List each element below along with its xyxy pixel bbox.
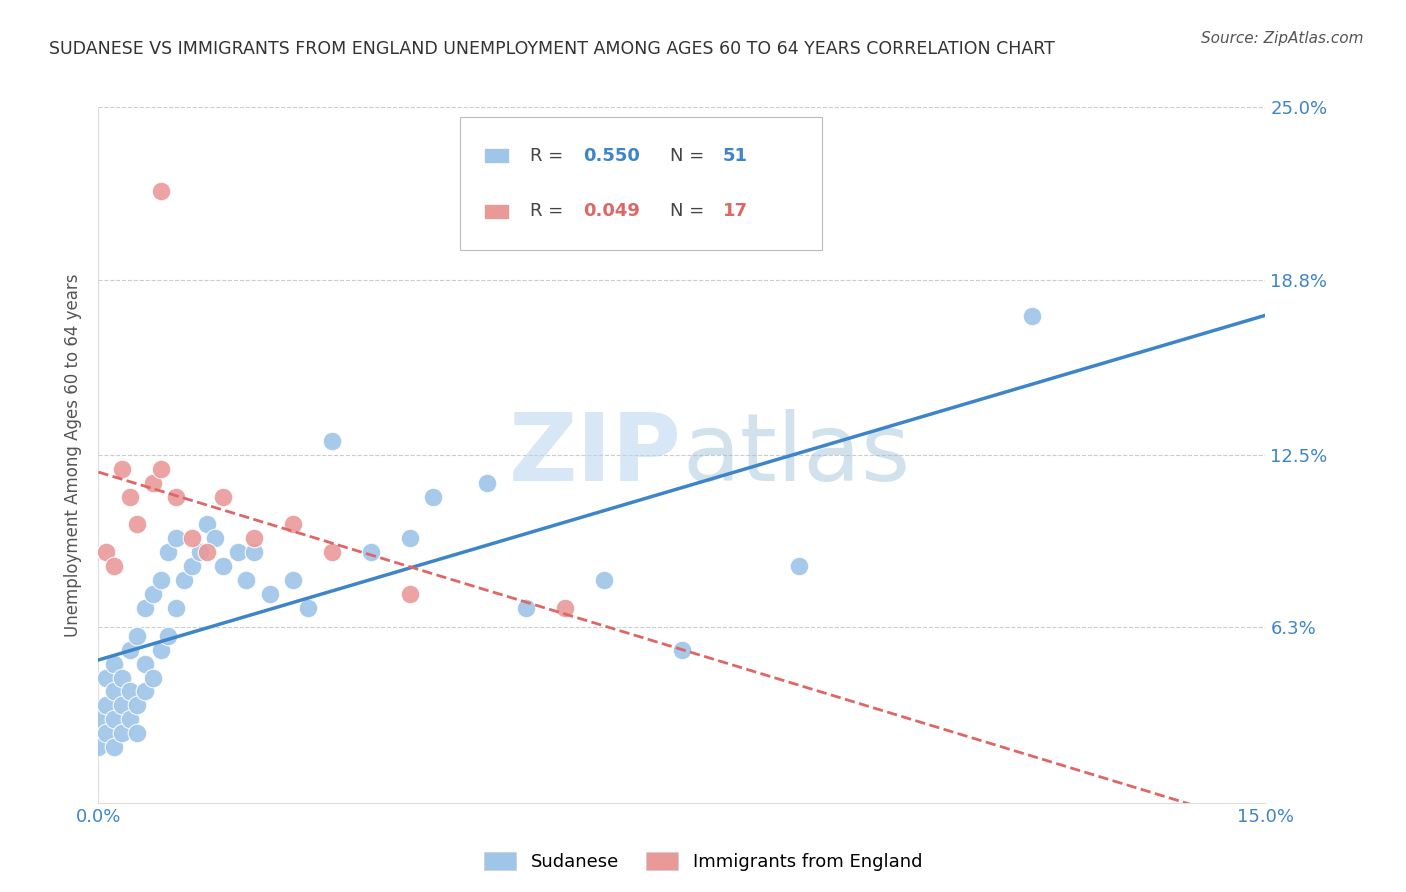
Point <box>212 559 235 574</box>
Point <box>142 587 165 601</box>
Point <box>118 684 141 698</box>
Point <box>173 573 195 587</box>
Point <box>259 587 281 601</box>
Point <box>398 532 420 546</box>
Point <box>787 559 810 574</box>
Text: 51: 51 <box>723 147 748 165</box>
Point <box>195 545 218 559</box>
Point <box>111 671 134 685</box>
Text: Source: ZipAtlas.com: Source: ZipAtlas.com <box>1201 31 1364 46</box>
Text: R =: R = <box>530 202 569 220</box>
Text: R =: R = <box>530 147 569 165</box>
Point <box>87 740 110 755</box>
Point <box>149 642 172 657</box>
Point <box>593 573 616 587</box>
Point <box>180 532 202 546</box>
Point <box>142 671 165 685</box>
Point <box>180 559 202 574</box>
Point <box>243 532 266 546</box>
Text: 0.049: 0.049 <box>582 202 640 220</box>
Point <box>515 601 537 615</box>
Text: ZIP: ZIP <box>509 409 682 501</box>
Point <box>243 545 266 559</box>
Point <box>103 657 125 671</box>
Point <box>118 490 141 504</box>
Point <box>165 532 187 546</box>
Point <box>228 545 250 559</box>
Point <box>554 601 576 615</box>
Point <box>1021 309 1043 323</box>
Point <box>103 559 125 574</box>
Legend: Sudanese, Immigrants from England: Sudanese, Immigrants from England <box>477 845 929 879</box>
Point <box>96 698 118 713</box>
FancyBboxPatch shape <box>484 203 509 219</box>
Point <box>398 587 420 601</box>
Point <box>188 545 211 559</box>
Point <box>165 490 187 504</box>
Point <box>134 601 156 615</box>
Point <box>127 517 149 532</box>
Point <box>142 475 165 490</box>
Text: N =: N = <box>671 202 710 220</box>
Text: N =: N = <box>671 147 710 165</box>
Point <box>103 740 125 755</box>
Point <box>477 475 499 490</box>
Point <box>111 698 134 713</box>
Text: atlas: atlas <box>682 409 910 501</box>
Point <box>204 532 226 546</box>
Point <box>321 545 343 559</box>
Point <box>149 462 172 476</box>
Point <box>127 726 149 740</box>
Point <box>127 629 149 643</box>
Point <box>149 184 172 198</box>
Y-axis label: Unemployment Among Ages 60 to 64 years: Unemployment Among Ages 60 to 64 years <box>65 273 83 637</box>
Point <box>281 573 304 587</box>
Point <box>321 434 343 448</box>
Point <box>96 726 118 740</box>
Point <box>118 642 141 657</box>
Point <box>671 642 693 657</box>
FancyBboxPatch shape <box>484 148 509 163</box>
Point <box>103 712 125 726</box>
Text: SUDANESE VS IMMIGRANTS FROM ENGLAND UNEMPLOYMENT AMONG AGES 60 TO 64 YEARS CORRE: SUDANESE VS IMMIGRANTS FROM ENGLAND UNEM… <box>49 40 1054 58</box>
Point <box>422 490 444 504</box>
Point <box>96 671 118 685</box>
Point <box>127 698 149 713</box>
Point <box>149 573 172 587</box>
FancyBboxPatch shape <box>460 118 823 250</box>
Point <box>195 517 218 532</box>
Point <box>157 629 180 643</box>
Point <box>134 657 156 671</box>
Point <box>157 545 180 559</box>
Point <box>96 545 118 559</box>
Point <box>212 490 235 504</box>
Point <box>87 712 110 726</box>
Point <box>360 545 382 559</box>
Point <box>111 726 134 740</box>
Point <box>103 684 125 698</box>
Point <box>165 601 187 615</box>
Point <box>281 517 304 532</box>
Point <box>111 462 134 476</box>
Text: 17: 17 <box>723 202 748 220</box>
Point <box>235 573 257 587</box>
Text: 0.550: 0.550 <box>582 147 640 165</box>
Point <box>297 601 319 615</box>
Point <box>134 684 156 698</box>
Point <box>118 712 141 726</box>
